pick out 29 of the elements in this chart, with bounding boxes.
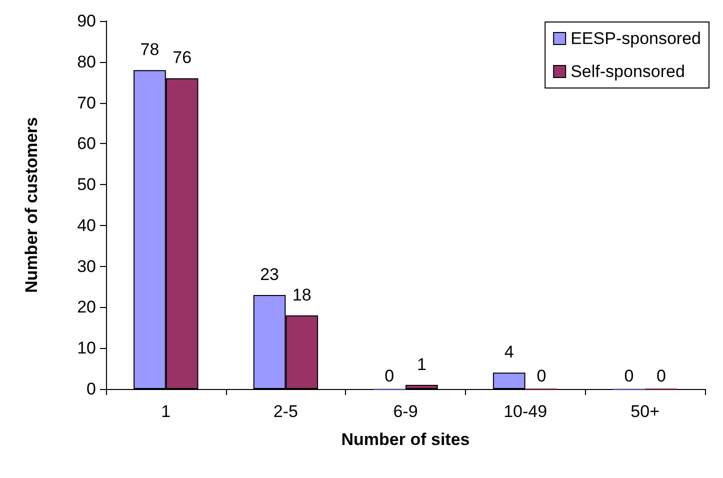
x-tick-label: 10-49 xyxy=(504,402,548,421)
y-tick-label: 90 xyxy=(77,12,96,30)
legend-label: Self-sponsored xyxy=(570,62,685,81)
y-tick-label: 60 xyxy=(77,134,96,154)
y-tick-label: 40 xyxy=(77,216,96,235)
y-axis-title: Number of customers xyxy=(22,117,41,293)
data-label: 0 xyxy=(656,366,666,386)
y-tick-label: 50 xyxy=(77,175,96,194)
data-label: 76 xyxy=(172,48,192,68)
x-tick-label: 1 xyxy=(161,402,171,421)
y-tick-label: 20 xyxy=(77,298,96,317)
legend-label: EESP-sponsored xyxy=(570,29,701,48)
x-tick-label: 2-5 xyxy=(273,402,298,421)
data-label: 18 xyxy=(292,285,312,304)
x-tick-label: 6-9 xyxy=(393,402,418,421)
data-label: 0 xyxy=(536,366,546,386)
data-label: 0 xyxy=(624,366,634,386)
data-label: 1 xyxy=(416,354,426,374)
y-tick-label: 10 xyxy=(77,338,96,358)
data-label: 4 xyxy=(504,342,514,362)
data-label: 0 xyxy=(384,366,394,386)
x-axis-title: Number of sites xyxy=(341,430,470,449)
data-label: 23 xyxy=(260,264,279,284)
y-tick-label: 30 xyxy=(77,256,96,276)
data-label: 78 xyxy=(140,40,160,60)
y-tick-label: 0 xyxy=(86,380,96,398)
x-tick-label: 50+ xyxy=(630,402,660,421)
y-tick-label: 70 xyxy=(77,93,96,112)
y-tick-label: 80 xyxy=(77,52,96,72)
